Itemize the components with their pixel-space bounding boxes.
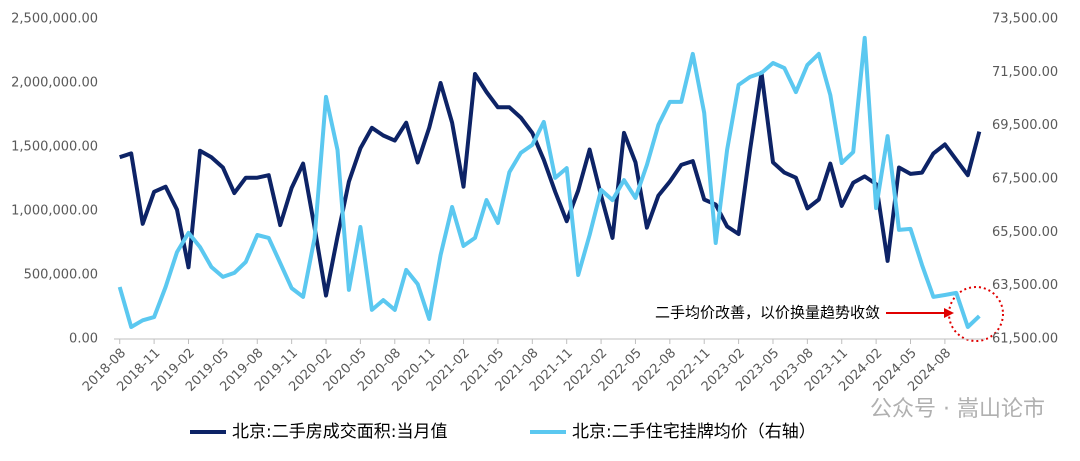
legend-label: 北京:二手房成交面积:当月值 — [232, 422, 447, 442]
series-line — [119, 70, 982, 298]
y-tick-label: 0.00 — [69, 332, 98, 347]
y-tick-label: 1,500,000.00 — [11, 140, 98, 155]
highlight-circle — [948, 286, 1004, 342]
y2-tick-label: 67,500.00 — [992, 172, 1058, 187]
series-line — [117, 35, 981, 329]
watermark: 公众号 · 嵩山论市 — [870, 397, 1045, 422]
y2-tick-label: 71,500.00 — [992, 65, 1058, 80]
annotation: 二手均价改善，以价换量趋势收敛 — [655, 304, 880, 322]
y-tick-label: 500,000.00 — [24, 268, 98, 283]
y2-tick-label: 65,500.00 — [992, 225, 1058, 240]
y-tick-label: 2,500,000.00 — [11, 12, 98, 27]
y-tick-label: 2,000,000.00 — [11, 76, 98, 91]
y2-tick-label: 61,500.00 — [992, 332, 1058, 347]
legend-label: 北京:二手住宅挂牌均价（右轴） — [572, 422, 816, 442]
arrow-head — [944, 308, 954, 318]
y2-tick-label: 63,500.00 — [992, 278, 1058, 293]
y2-tick-label: 69,500.00 — [992, 118, 1058, 133]
y2-tick-label: 73,500.00 — [992, 12, 1058, 27]
y-tick-label: 1,000,000.00 — [11, 204, 98, 219]
